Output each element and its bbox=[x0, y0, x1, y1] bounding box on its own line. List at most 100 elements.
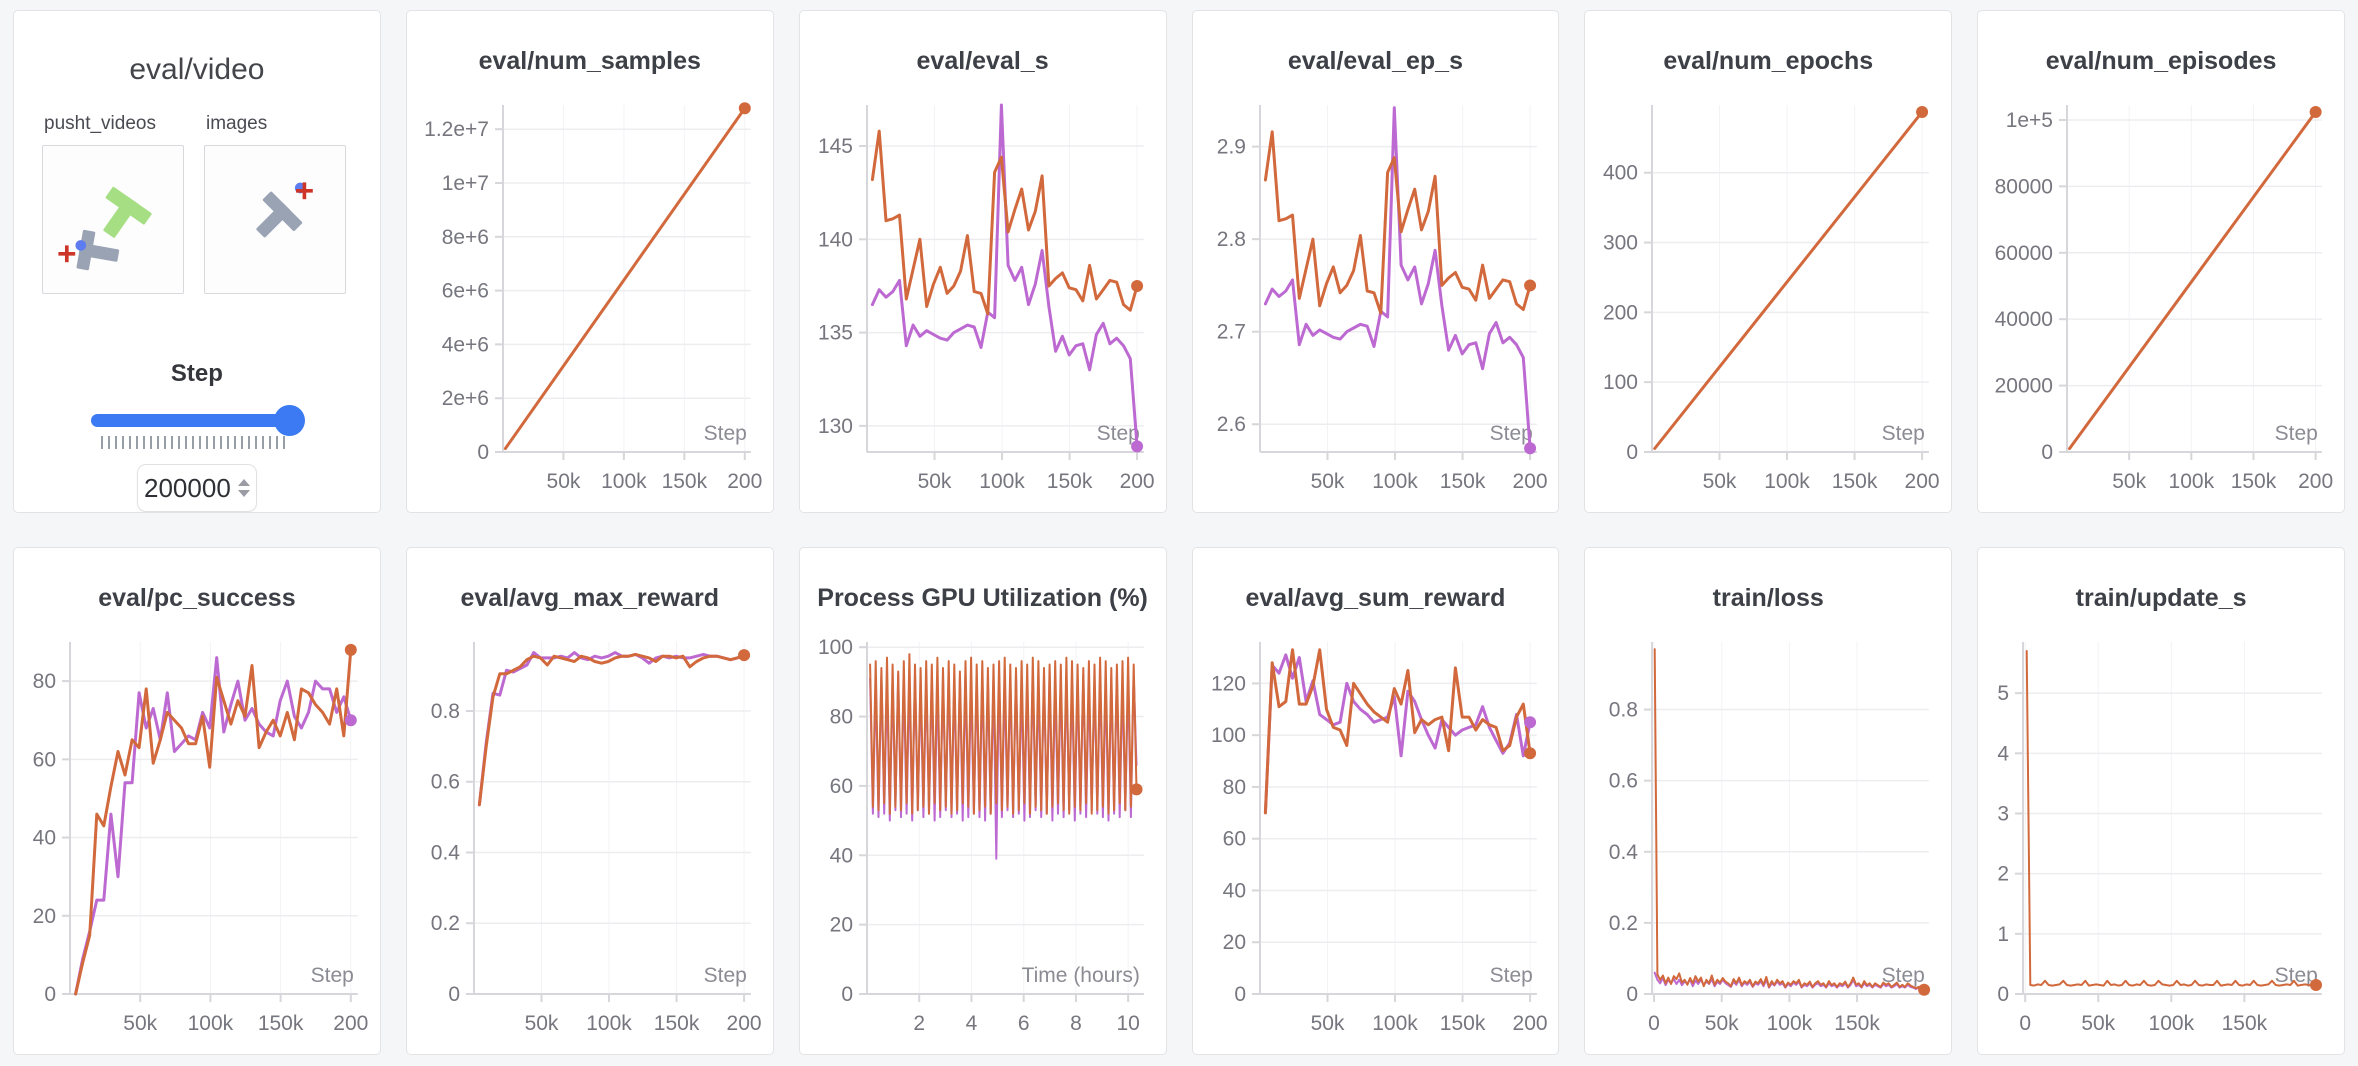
y-tick-label: 0.6 bbox=[431, 771, 460, 794]
x-tick-label: 200 bbox=[1512, 470, 1547, 493]
thumbnail-label: images bbox=[206, 113, 268, 134]
chart-panel-gpu-utilization[interactable]: Process GPU Utilization (%) 2 4 6 8 10 0 20 40 6… bbox=[798, 547, 1167, 1055]
y-tick-label: 135 bbox=[818, 322, 853, 345]
spinner-down-icon[interactable] bbox=[237, 490, 250, 497]
y-tick-label: 0 bbox=[2041, 441, 2053, 464]
x-tick-label: 100k bbox=[2169, 470, 2215, 493]
media-panel-eval-video[interactable]: eval/video pusht_videos bbox=[13, 10, 381, 513]
series-end-dot-orange bbox=[1918, 983, 1931, 996]
x-tick-label: 50k bbox=[123, 1012, 157, 1035]
x-axis-title: Time (hours) bbox=[1021, 964, 1139, 987]
chart-panel-eval-pc-success[interactable]: eval/pc_success 50k 100k 150k 200 0 20 40 60 80 S… bbox=[13, 547, 381, 1055]
series-end-dot-purple bbox=[1523, 716, 1536, 729]
chart-plot: 50k 100k 150k 200 0 100 200 300 400 Step bbox=[1603, 105, 1940, 493]
x-tick-label: 0 bbox=[2020, 1012, 2032, 1035]
x-tick-label: 200 bbox=[727, 470, 762, 493]
x-tick-label: 50k bbox=[2112, 470, 2146, 493]
x-tick-label: 100k bbox=[1372, 470, 1418, 493]
chart-plot: 50k 100k 150k 200 2.6 2.7 2.8 2.9 Step bbox=[1216, 105, 1547, 493]
chart-panel-train-update-s[interactable]: train/update_s 0 50k 100k 150k 0 1 2 3 4 5 Step bbox=[1977, 547, 2345, 1055]
y-tick-label: 60 bbox=[33, 748, 56, 771]
video-thumbnail-images[interactable] bbox=[204, 145, 346, 294]
y-tick-label: 400 bbox=[1603, 162, 1638, 185]
x-tick-label: 150k bbox=[654, 1012, 700, 1035]
y-tick-label: 200 bbox=[1603, 301, 1638, 324]
x-tick-label: 150k bbox=[1832, 470, 1878, 493]
y-tick-label: 5 bbox=[1997, 682, 2009, 705]
x-tick-label: 4 bbox=[965, 1012, 977, 1035]
chart-panel-eval-eval-s[interactable]: eval/eval_s 50k 100k 150k 200 130 135 140 145 St… bbox=[798, 10, 1167, 513]
chart-panel-eval-num-episodes[interactable]: eval/num_episodes 50k 100k 150k 200 0 20000 40… bbox=[1977, 10, 2345, 513]
chart-title: train/update_s bbox=[2075, 584, 2247, 612]
x-axis-title: Step bbox=[1882, 422, 1925, 445]
y-tick-label: 40000 bbox=[1995, 308, 2053, 331]
goal-cross bbox=[58, 245, 76, 263]
chart-plot: 50k 100k 150k 200 0 0.2 0.4 0.6 0.8 Step bbox=[431, 642, 761, 1035]
step-input-value[interactable]: 200000 bbox=[144, 472, 231, 503]
y-tick-label: 100 bbox=[818, 636, 853, 659]
y-tick-label: 100 bbox=[1210, 724, 1245, 747]
chart-panel-train-loss[interactable]: train/loss 0 50k 100k 150k 0 0.2 0.4 0.6 0.8 Step bbox=[1584, 547, 1953, 1055]
y-tick-label: 80 bbox=[829, 706, 852, 729]
chart-plot: 50k 100k 150k 200 0 20000 40000 60000 80000 1e+5 S… bbox=[1995, 105, 2333, 493]
slider-thumb[interactable] bbox=[273, 405, 305, 436]
step-input[interactable]: 200000 bbox=[136, 464, 257, 512]
chart-panel-eval-num-epochs[interactable]: eval/num_epochs 50k 100k 150k 200 0 100 200 300… bbox=[1584, 10, 1953, 513]
x-tick-label: 8 bbox=[1070, 1012, 1082, 1035]
chart-plot: 50k 100k 150k 200 0 20 40 60 80 100 120 Step bbox=[1210, 642, 1547, 1035]
series-end-dot-orange bbox=[2310, 978, 2323, 991]
y-tick-label: 4e+6 bbox=[442, 333, 489, 356]
slider-track[interactable] bbox=[90, 405, 305, 436]
y-tick-label: 20000 bbox=[1995, 375, 2053, 398]
x-tick-label: 50k bbox=[546, 470, 580, 493]
x-tick-label: 100k bbox=[1765, 470, 1811, 493]
x-axis-title: Step bbox=[2275, 964, 2318, 987]
x-axis-title: Step bbox=[1489, 422, 1532, 445]
series-end-dot-purple bbox=[344, 714, 357, 727]
slider-tick-ruler bbox=[100, 436, 289, 449]
x-tick-label: 50k bbox=[917, 470, 951, 493]
step-slider[interactable] bbox=[90, 405, 305, 452]
y-tick-label: 2 bbox=[1997, 863, 2009, 886]
series-line-orange bbox=[2025, 650, 2318, 987]
y-tick-label: 130 bbox=[818, 415, 853, 438]
x-tick-label: 150k bbox=[258, 1012, 304, 1035]
chart-title: eval/num_epochs bbox=[1663, 47, 1874, 75]
x-tick-label: 150k bbox=[661, 470, 707, 493]
y-tick-label: 1e+7 bbox=[442, 172, 489, 195]
x-tick-label: 100k bbox=[2149, 1012, 2195, 1035]
chart-plot: 0 50k 100k 150k 0 1 2 3 4 5 Step bbox=[1997, 642, 2323, 1035]
chart-title: eval/pc_success bbox=[98, 584, 296, 612]
series-line-orange bbox=[870, 129, 1139, 316]
chart-panel-eval-num-samples[interactable]: eval/num_samples 50k 100k 150k 200 0 2e+6 4e+6… bbox=[405, 10, 774, 513]
y-tick-label: 300 bbox=[1603, 232, 1638, 255]
y-tick-label: 3 bbox=[1997, 802, 2009, 825]
series-end-dot-orange bbox=[1523, 279, 1536, 292]
chart-panel-eval-avg-sum-reward[interactable]: eval/avg_sum_reward 50k 100k 150k 200 0 20 40 6… bbox=[1191, 547, 1560, 1055]
chart-panel-eval-avg-max-reward[interactable]: eval/avg_max_reward 50k 100k 150k 200 0 0.2 0.… bbox=[405, 547, 774, 1055]
y-tick-label: 145 bbox=[818, 135, 853, 158]
y-tick-label: 0 bbox=[841, 983, 853, 1006]
chart-panel-eval-eval-ep-s[interactable]: eval/eval_ep_s 50k 100k 150k 200 2.6 2.7 2.8 2.… bbox=[1191, 10, 1560, 513]
y-tick-label: 2e+6 bbox=[442, 387, 489, 410]
x-tick-label: 50k bbox=[1705, 1012, 1739, 1035]
series-end-dot-orange bbox=[1130, 783, 1143, 796]
x-tick-label: 10 bbox=[1116, 1012, 1139, 1035]
series-line-orange bbox=[503, 106, 747, 450]
y-tick-label: 0.6 bbox=[1609, 770, 1638, 793]
video-thumbnail-pusht[interactable] bbox=[42, 145, 184, 294]
spinner-up-icon[interactable] bbox=[237, 479, 250, 486]
y-tick-label: 80 bbox=[1222, 776, 1245, 799]
x-axis-title: Step bbox=[1489, 964, 1532, 987]
chart-plot: 0 50k 100k 150k 0 0.2 0.4 0.6 0.8 Step bbox=[1609, 642, 1931, 1035]
x-tick-label: 100k bbox=[601, 470, 647, 493]
series-line-orange bbox=[1653, 110, 1924, 450]
x-tick-label: 50k bbox=[1703, 470, 1737, 493]
series-line-orange bbox=[2068, 110, 2318, 451]
x-axis-title: Step bbox=[2275, 422, 2318, 445]
x-tick-label: 200 bbox=[1512, 1012, 1547, 1035]
chart-plot: 50k 100k 150k 200 130 135 140 145 Step bbox=[818, 103, 1154, 493]
y-tick-label: 120 bbox=[1210, 672, 1245, 695]
x-tick-label: 100k bbox=[979, 470, 1025, 493]
